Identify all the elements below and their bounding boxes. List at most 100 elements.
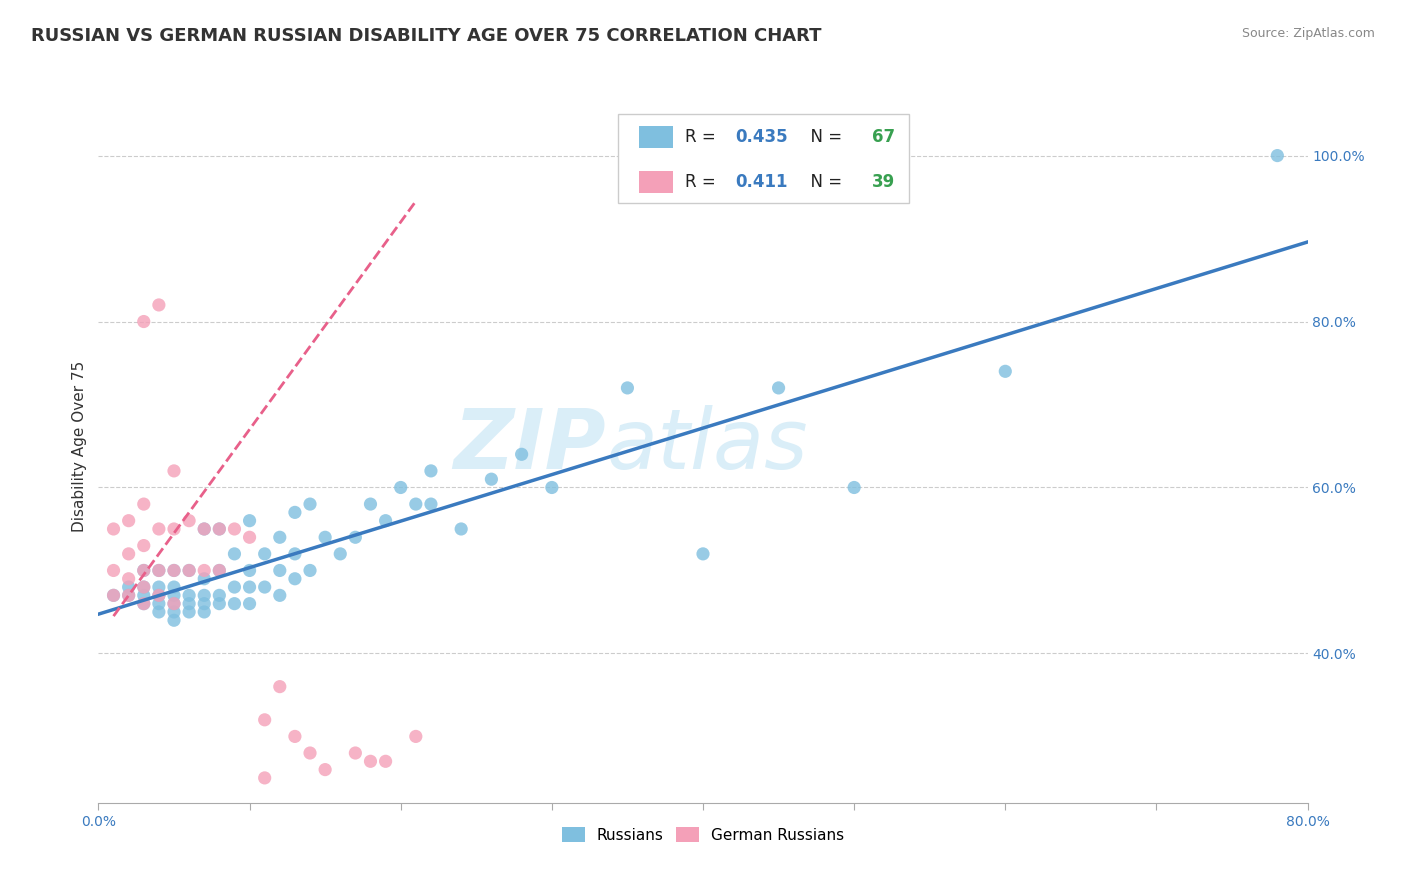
Point [132, 539, 155, 553]
Point [163, 605, 186, 619]
Point [193, 564, 215, 578]
Point [118, 514, 141, 528]
Text: Source: ZipAtlas.com: Source: ZipAtlas.com [1241, 27, 1375, 40]
Point [163, 522, 186, 536]
Point [148, 564, 170, 578]
Point [239, 530, 262, 544]
Text: ZIP: ZIP [454, 406, 606, 486]
Point [103, 588, 125, 602]
Point [179, 597, 201, 611]
Text: R =: R = [685, 128, 721, 146]
Point [193, 605, 215, 619]
FancyBboxPatch shape [638, 127, 673, 148]
Point [253, 713, 276, 727]
Point [299, 497, 322, 511]
Point [269, 680, 291, 694]
Point [163, 564, 186, 578]
Point [692, 547, 714, 561]
Point [132, 497, 155, 511]
Point [284, 505, 307, 519]
Point [103, 564, 125, 578]
Point [420, 464, 443, 478]
Point [253, 547, 276, 561]
Point [239, 514, 262, 528]
Point [344, 746, 367, 760]
Point [540, 481, 562, 495]
Point [314, 530, 336, 544]
Point [994, 364, 1017, 378]
Text: 0.411: 0.411 [735, 173, 789, 191]
Point [193, 522, 215, 536]
Point [148, 597, 170, 611]
Point [132, 314, 155, 328]
Point [118, 572, 141, 586]
Point [269, 588, 291, 602]
Point [284, 572, 307, 586]
Point [208, 522, 231, 536]
Point [163, 464, 186, 478]
Point [253, 771, 276, 785]
Legend: Russians, German Russians: Russians, German Russians [555, 821, 851, 848]
Point [132, 597, 155, 611]
Point [118, 580, 141, 594]
Point [389, 481, 412, 495]
Point [360, 754, 382, 768]
Point [148, 522, 170, 536]
Point [208, 588, 231, 602]
Point [269, 530, 291, 544]
Point [132, 564, 155, 578]
Text: 67: 67 [872, 128, 896, 146]
Point [208, 597, 231, 611]
Text: 39: 39 [872, 173, 896, 191]
Point [132, 588, 155, 602]
Point [163, 597, 186, 611]
Point [269, 564, 291, 578]
Point [132, 597, 155, 611]
Point [405, 497, 427, 511]
Point [420, 497, 443, 511]
Point [208, 564, 231, 578]
Point [253, 580, 276, 594]
Text: R =: R = [685, 173, 721, 191]
Point [299, 746, 322, 760]
Point [163, 613, 186, 627]
Point [148, 605, 170, 619]
Point [616, 381, 638, 395]
Point [148, 588, 170, 602]
Point [118, 588, 141, 602]
Point [118, 547, 141, 561]
Point [284, 547, 307, 561]
Point [148, 588, 170, 602]
FancyBboxPatch shape [619, 114, 908, 203]
Point [179, 588, 201, 602]
Point [132, 580, 155, 594]
Y-axis label: Disability Age Over 75: Disability Age Over 75 [72, 360, 87, 532]
Point [118, 588, 141, 602]
Point [132, 564, 155, 578]
Point [179, 564, 201, 578]
Text: N =: N = [800, 173, 846, 191]
Point [208, 522, 231, 536]
Point [193, 572, 215, 586]
Point [239, 564, 262, 578]
Point [344, 530, 367, 544]
Point [224, 580, 246, 594]
Point [768, 381, 790, 395]
Point [299, 564, 322, 578]
Point [179, 514, 201, 528]
Point [179, 605, 201, 619]
Point [360, 497, 382, 511]
Point [450, 522, 472, 536]
Point [163, 580, 186, 594]
Point [405, 730, 427, 744]
Point [224, 547, 246, 561]
Text: 0.435: 0.435 [735, 128, 789, 146]
Text: RUSSIAN VS GERMAN RUSSIAN DISABILITY AGE OVER 75 CORRELATION CHART: RUSSIAN VS GERMAN RUSSIAN DISABILITY AGE… [31, 27, 821, 45]
Point [314, 763, 336, 777]
Point [374, 514, 396, 528]
Point [103, 522, 125, 536]
Point [224, 597, 246, 611]
Text: N =: N = [800, 128, 846, 146]
Point [148, 580, 170, 594]
Point [239, 580, 262, 594]
